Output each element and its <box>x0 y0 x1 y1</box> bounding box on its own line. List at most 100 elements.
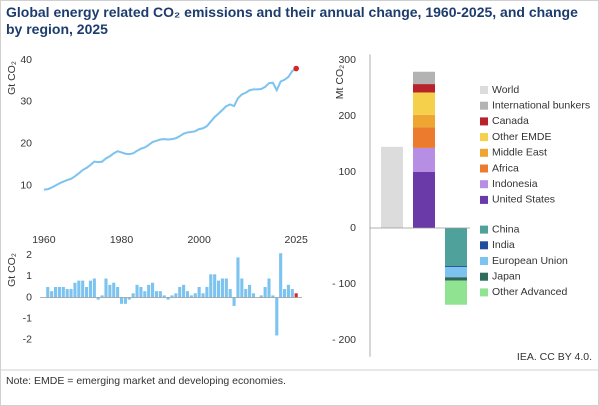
bar <box>294 293 298 298</box>
legend-label: Other Advanced <box>492 286 567 298</box>
bar <box>61 286 65 298</box>
legend-label: International bunkers <box>492 99 590 111</box>
bar <box>240 278 244 298</box>
legend-label: World <box>492 84 519 96</box>
y-axis-title: Gt CO₂ <box>6 253 18 287</box>
y-axis-title: Gt CO₂ <box>6 61 18 95</box>
bar <box>216 280 221 298</box>
bar <box>286 284 290 298</box>
legend-swatch <box>480 101 488 110</box>
bar <box>236 257 240 298</box>
bar <box>53 286 58 298</box>
x-tick-label: 1960 <box>32 234 56 246</box>
bar <box>46 286 50 298</box>
x-tick-label: 2000 <box>187 234 211 246</box>
bar <box>232 297 236 306</box>
bar <box>259 295 263 298</box>
bar <box>139 286 143 298</box>
legend-swatch <box>480 257 488 265</box>
bar <box>185 291 190 298</box>
bar <box>271 295 275 298</box>
bar <box>85 286 89 298</box>
legend-label: Japan <box>492 270 521 282</box>
y-tick-label: 200 <box>338 110 356 122</box>
legend-swatch <box>480 195 488 204</box>
bar <box>143 291 147 298</box>
y-tick-label: 40 <box>20 54 32 66</box>
bar <box>263 286 267 298</box>
bar <box>73 282 77 298</box>
bar-segment <box>445 280 467 305</box>
bar <box>193 293 197 298</box>
legend-label: Other EMDE <box>492 131 552 143</box>
bar-segment <box>413 114 435 128</box>
bar <box>248 284 252 298</box>
x-tick-label: 1980 <box>110 234 134 246</box>
bar <box>92 278 96 298</box>
legend-label: Middle East <box>492 147 547 159</box>
bar <box>251 293 256 298</box>
bar <box>290 289 294 298</box>
bar-segment <box>413 147 435 172</box>
bar <box>182 284 186 298</box>
y-tick-label: 30 <box>20 96 32 108</box>
bar <box>174 293 178 298</box>
legend-swatch <box>480 86 488 94</box>
bar-segment <box>445 277 467 281</box>
y-tick-label: -2 <box>23 333 32 345</box>
bar-segment <box>413 84 435 93</box>
bar <box>154 291 158 298</box>
legend-label: Africa <box>492 162 519 174</box>
bar <box>123 297 127 304</box>
legend-label: United States <box>492 194 555 206</box>
bar <box>220 278 224 298</box>
y-tick-label: - 200 <box>332 334 356 346</box>
bar <box>166 297 170 300</box>
bar <box>50 291 54 298</box>
highlight-point <box>293 65 299 72</box>
note: Note: EMDE = emerging market and develop… <box>6 375 286 387</box>
bar <box>135 284 139 298</box>
bar <box>170 295 174 298</box>
bar <box>112 282 116 298</box>
bar <box>201 293 205 298</box>
bar <box>209 274 213 298</box>
source: IEA. CC BY 4.0. <box>517 351 592 363</box>
bar <box>189 295 193 298</box>
y-tick-label: -1 <box>23 312 32 324</box>
y-axis-title: Mt CO₂ <box>334 65 346 99</box>
y-tick-label: 20 <box>20 137 32 149</box>
bar <box>69 289 73 298</box>
y-tick-label: 10 <box>20 179 32 191</box>
bar <box>244 289 248 298</box>
bar <box>162 295 166 298</box>
bar <box>178 286 182 298</box>
bar-segment <box>445 228 467 267</box>
bar <box>151 282 155 298</box>
y-tick-label: 300 <box>338 54 356 66</box>
y-tick-label: 100 <box>338 166 356 178</box>
y-tick-label: 0 <box>26 291 32 303</box>
legend-label: European Union <box>492 255 568 267</box>
bar <box>213 274 217 298</box>
legend-label: India <box>492 239 515 251</box>
legend-swatch <box>480 133 488 142</box>
bar <box>108 284 112 298</box>
legend-swatch <box>480 148 488 157</box>
legend-swatch <box>480 272 488 281</box>
bar <box>104 278 108 298</box>
bar <box>282 289 287 298</box>
legend-swatch <box>480 288 488 297</box>
legend-swatch <box>480 164 488 173</box>
bar-segment <box>413 92 435 115</box>
bar <box>116 286 120 298</box>
bar-segment <box>445 267 467 278</box>
bar <box>131 293 135 298</box>
bar <box>57 286 61 298</box>
legend-swatch <box>480 225 488 234</box>
bar-segment <box>445 266 467 268</box>
y-tick-label: - 100 <box>332 278 356 290</box>
bar-segment <box>381 146 403 228</box>
